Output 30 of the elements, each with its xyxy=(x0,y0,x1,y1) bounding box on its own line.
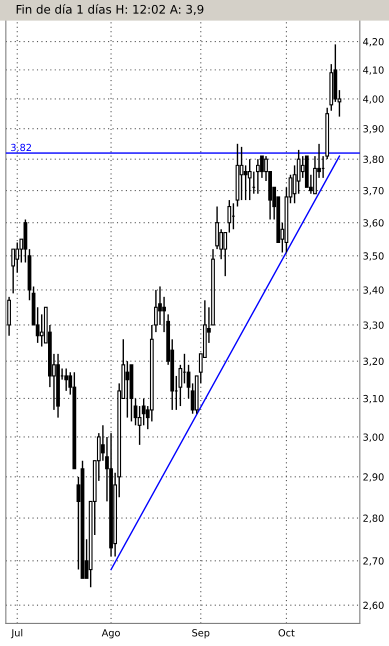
y-tick-label: 3,80 xyxy=(363,156,384,164)
y-tick-label: 4,00 xyxy=(363,95,384,104)
y-tick-label: 3,60 xyxy=(363,219,384,228)
x-tick-label: Jul xyxy=(10,628,22,638)
candlestick xyxy=(125,360,130,418)
y-tick-label: 3,00 xyxy=(363,433,384,442)
y-tick-label: 3,90 xyxy=(363,125,384,134)
y-tick-label: 2,90 xyxy=(363,473,384,482)
y-tick-label: 4,20 xyxy=(363,38,384,46)
x-tick-label: Oct xyxy=(278,629,295,636)
candlestick xyxy=(15,242,20,274)
candlestick xyxy=(248,158,252,201)
ref-line-label: 3.82 xyxy=(11,144,31,152)
candlestick xyxy=(240,146,244,201)
y-tick-label: 3,30 xyxy=(363,321,384,330)
candlestick xyxy=(244,164,248,201)
y-tick-label: 3,20 xyxy=(363,358,384,366)
x-tick-label: Sep xyxy=(192,629,210,638)
y-tick-label: 2,70 xyxy=(363,557,384,566)
y-tick-label: 3,70 xyxy=(363,186,384,196)
y-tick-label: 3,10 xyxy=(363,394,384,404)
y-tick-label: 2,80 xyxy=(363,514,384,523)
y-tick-label: 3,50 xyxy=(363,252,384,261)
x-tick-label: Ago xyxy=(102,629,120,638)
candlestick xyxy=(256,158,260,194)
y-tick-label: 4,10 xyxy=(363,66,384,75)
candlestick xyxy=(64,368,68,392)
chart-title: Fin de día 1 días H: 12:02 A: 3,9 xyxy=(16,4,204,15)
y-tick-label: 2,60 xyxy=(363,602,384,610)
y-tick-label: 3,40 xyxy=(363,286,384,295)
